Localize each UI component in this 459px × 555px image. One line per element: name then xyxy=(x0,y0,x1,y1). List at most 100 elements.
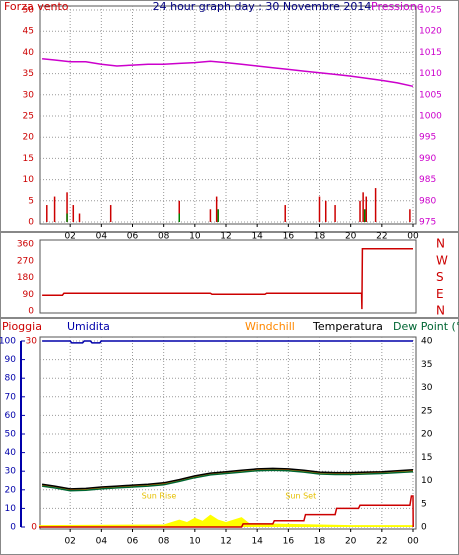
y-tick-label: 10 xyxy=(5,504,17,514)
y-tick-label: 990 xyxy=(419,154,436,164)
x-tick-label: 08 xyxy=(158,232,170,242)
line xyxy=(41,469,414,492)
y-tick-label: 80 xyxy=(5,374,17,384)
y-tick-label: 975 xyxy=(419,218,436,228)
y-tick-label: 20 xyxy=(421,430,433,440)
y-tick-label: 0 xyxy=(31,523,37,533)
x-tick-label: 12 xyxy=(220,232,231,242)
y-tick-label: 1005 xyxy=(419,90,442,100)
line xyxy=(42,58,414,88)
panel-frame xyxy=(0,232,459,318)
line xyxy=(42,340,413,344)
y-tick-label: 30 xyxy=(421,383,433,393)
y-tick-label: 40 xyxy=(421,337,433,347)
line xyxy=(42,247,413,310)
x-tick-label: 04 xyxy=(96,232,108,242)
y2-axis-label: Pressione xyxy=(371,0,424,13)
plot-frame xyxy=(39,5,417,225)
line xyxy=(41,468,414,491)
x-tick-label: 16 xyxy=(283,232,295,242)
area xyxy=(39,514,413,527)
y-tick-label: 90 xyxy=(5,355,17,365)
y-tick-label: 30 xyxy=(26,337,38,347)
plot-frame xyxy=(39,239,417,314)
x-tick-label: 10 xyxy=(189,232,201,242)
legend-entry: Pioggia xyxy=(2,320,42,333)
x-tick-label: 00 xyxy=(407,232,419,242)
x-tick-label: 22 xyxy=(376,232,387,242)
x-tick-label: 06 xyxy=(127,232,139,242)
y-tick-label: 0 xyxy=(28,218,34,228)
line xyxy=(41,467,414,490)
x-tick-label: 18 xyxy=(314,537,326,547)
x-tick-label: 14 xyxy=(251,537,263,547)
x-tick-label: 12 xyxy=(220,537,231,547)
x-tick-label: 06 xyxy=(127,537,139,547)
y-tick-label: 0 xyxy=(10,523,16,533)
y-tick-label: 15 xyxy=(421,453,432,463)
y-tick-label: 1000 xyxy=(419,112,442,122)
legend-entry: Dew Point (°C xyxy=(393,320,459,333)
y-tick-label: 0 xyxy=(421,523,427,533)
x-tick-label: 10 xyxy=(189,537,201,547)
y-tick-label: 985 xyxy=(419,175,436,185)
annotation: Sun Rise xyxy=(142,492,177,501)
panel-frame xyxy=(0,318,459,555)
y-tick-label: 5 xyxy=(28,196,34,206)
y-tick-label: 180 xyxy=(17,273,34,283)
y-tick-label: 980 xyxy=(419,196,436,206)
x-tick-label: 08 xyxy=(158,537,170,547)
y-tick-label: 1025 xyxy=(419,6,442,16)
y-tick-label: 25 xyxy=(23,112,34,122)
y-tick-label: 35 xyxy=(421,360,432,370)
y-tick-label: 30 xyxy=(23,90,35,100)
y-tick-label: 25 xyxy=(421,406,432,416)
y-tick-label: 50 xyxy=(5,430,17,440)
y-tick-label: 20 xyxy=(5,485,17,495)
y-tick-label: N xyxy=(436,237,445,251)
y-tick-label: 100 xyxy=(0,337,16,347)
y-tick-label: 15 xyxy=(23,154,34,164)
y-tick-label: E xyxy=(436,287,444,301)
y-tick-label: 10 xyxy=(23,175,35,185)
legend-entry: Temperatura xyxy=(312,320,383,333)
y-tick-label: 35 xyxy=(23,69,34,79)
legend-entry: Windchill xyxy=(245,320,295,333)
legend-entry: Umidita xyxy=(67,320,110,333)
line xyxy=(39,495,414,528)
y-tick-label: 995 xyxy=(419,133,436,143)
annotation: Sun Set xyxy=(285,492,316,501)
y-tick-label: N xyxy=(436,304,445,318)
chart-title: 24 hour graph day : 30 Novembre 2014 xyxy=(153,0,372,13)
x-tick-label: 22 xyxy=(376,537,387,547)
x-tick-label: 04 xyxy=(96,537,108,547)
y-tick-label: 50 xyxy=(23,6,35,16)
x-tick-label: 20 xyxy=(345,537,357,547)
y-tick-label: W xyxy=(436,253,448,267)
y-tick-label: 45 xyxy=(23,27,34,37)
y-tick-label: 40 xyxy=(23,48,35,58)
x-tick-label: 20 xyxy=(345,232,357,242)
x-tick-label: 02 xyxy=(64,537,75,547)
y-tick-label: S xyxy=(436,270,444,284)
y-tick-label: 0 xyxy=(28,307,34,317)
y-tick-label: 70 xyxy=(5,392,17,402)
y-tick-label: 10 xyxy=(421,476,433,486)
y-tick-label: 30 xyxy=(5,467,17,477)
y-tick-label: 5 xyxy=(421,499,427,509)
y-tick-label: 1010 xyxy=(419,69,442,79)
y-tick-label: 1015 xyxy=(419,48,442,58)
y-tick-label: 20 xyxy=(23,133,35,143)
x-tick-label: 00 xyxy=(407,537,419,547)
x-tick-label: 18 xyxy=(314,232,326,242)
y-axis-label: Forza vento xyxy=(4,0,69,13)
y-tick-label: 90 xyxy=(23,290,35,300)
y-tick-label: 1020 xyxy=(419,27,442,37)
y-tick-label: 270 xyxy=(17,256,34,266)
y-tick-label: 360 xyxy=(17,240,34,250)
x-tick-label: 14 xyxy=(251,232,263,242)
x-tick-label: 02 xyxy=(64,232,75,242)
y-tick-label: 40 xyxy=(5,448,17,458)
x-tick-label: 16 xyxy=(283,537,295,547)
